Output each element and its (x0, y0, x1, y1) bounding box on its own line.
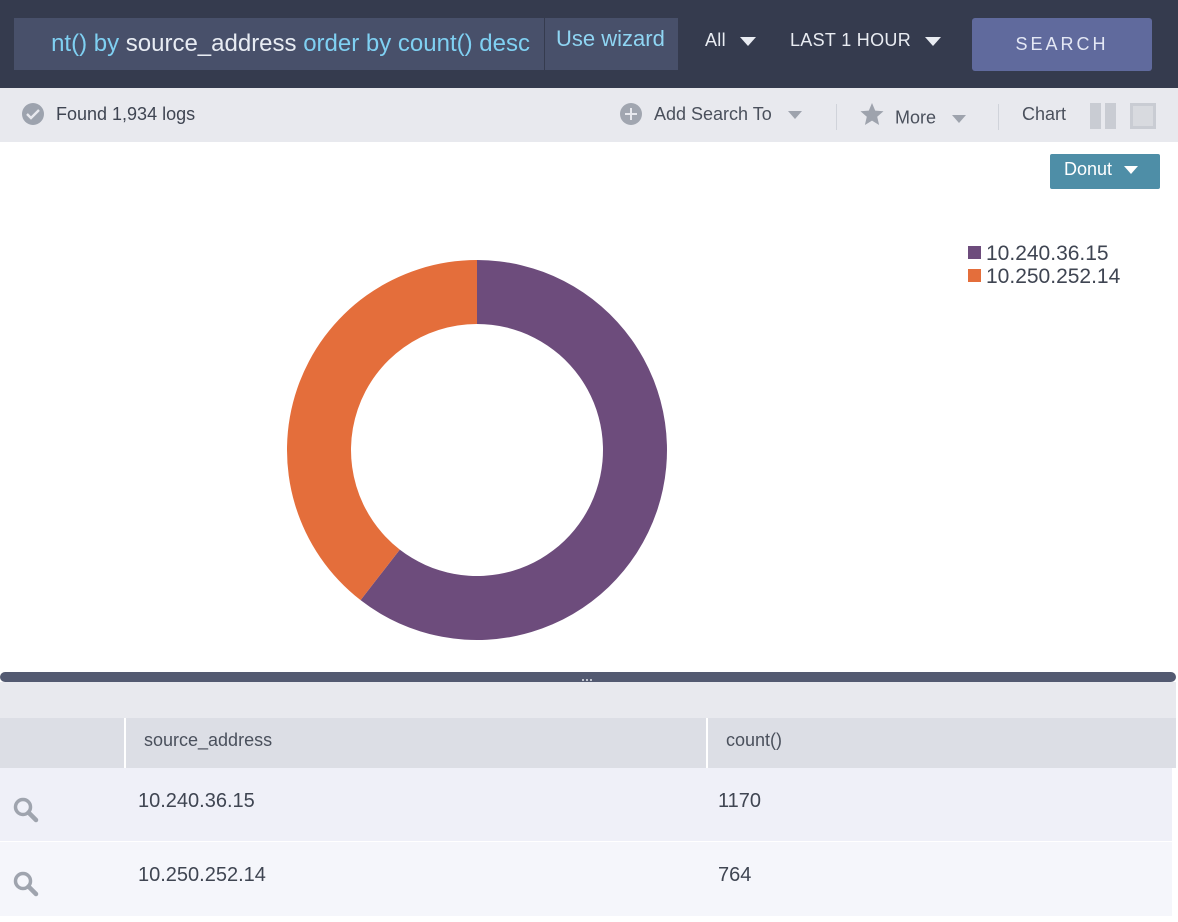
split-view-icon[interactable] (1090, 103, 1116, 129)
legend-label: 10.250.252.14 (986, 265, 1121, 288)
chevron-down-icon (925, 36, 942, 46)
query-token: order by (303, 30, 398, 57)
query-token: by (87, 30, 126, 57)
query-text: nt() by source_address order by count() … (51, 28, 530, 60)
chevron-down-icon (739, 36, 756, 46)
chart-legend: 10.240.36.15 10.250.252.14 (968, 242, 1120, 288)
legend-swatch (968, 245, 981, 259)
column-label-source-address: source_address (144, 730, 273, 750)
legend-item[interactable]: 10.240.36.15 (968, 242, 1120, 265)
time-range-label: LAST 1 HOUR (790, 30, 912, 50)
chevron-down-icon (787, 111, 802, 120)
row-divider (0, 841, 1172, 842)
search-bar: nt() by source_address order by count() … (0, 0, 1178, 88)
column-header-source-address[interactable] (126, 718, 706, 768)
chevron-down-icon (952, 114, 967, 123)
donut-slice[interactable] (287, 260, 477, 601)
query-token: count() (397, 30, 480, 57)
query-input[interactable]: nt() by source_address order by count() … (14, 18, 544, 70)
found-label: Found 1,934 logs (56, 104, 196, 124)
cell-source-address: 10.250.252.14 (138, 864, 266, 886)
add-search-to-button[interactable]: Add Search To (620, 103, 802, 126)
single-view-icon[interactable] (1130, 103, 1156, 129)
column-divider (124, 718, 126, 768)
found-count: Found 1,934 logs (22, 103, 196, 126)
query-token: desc (479, 30, 530, 57)
cell-count: 1170 (718, 790, 762, 812)
cell-count: 764 (718, 864, 752, 886)
plus-circle-icon (620, 103, 642, 126)
chart-type-dropdown[interactable]: Donut (1050, 154, 1160, 189)
query-token: source_address (125, 30, 304, 57)
donut-slice[interactable] (360, 260, 667, 640)
scope-dropdown[interactable]: All (705, 30, 756, 51)
chart-label: Chart (1022, 104, 1067, 124)
table-header-spacer (0, 718, 124, 768)
legend-swatch (968, 268, 981, 282)
chevron-down-icon (1124, 166, 1139, 175)
use-wizard-button[interactable]: Use wizard (545, 18, 678, 70)
drag-dots-icon (582, 679, 594, 681)
legend-item[interactable]: 10.250.252.14 (968, 265, 1120, 288)
time-range-dropdown[interactable]: LAST 1 HOUR (790, 30, 942, 51)
column-header-count[interactable] (708, 718, 1176, 768)
more-label: More (895, 107, 937, 128)
legend-label: 10.240.36.15 (986, 242, 1109, 265)
table-row[interactable]: 10.250.252.14 764 (0, 842, 1172, 916)
toolbar-divider (998, 104, 999, 130)
check-circle-icon (22, 103, 44, 126)
star-icon (859, 102, 885, 131)
query-token: nt() (51, 30, 88, 57)
donut-chart (287, 260, 667, 640)
search-icon[interactable] (12, 870, 40, 898)
toolbar-divider (836, 104, 837, 130)
column-divider (706, 718, 708, 768)
add-search-label: Add Search To (654, 104, 772, 124)
results-toolbar: Found 1,934 logs Add Search To More Char… (0, 88, 1178, 142)
cell-source-address: 10.240.36.15 (138, 790, 255, 812)
column-label-count: count() (726, 730, 783, 750)
table-row[interactable]: 10.240.36.15 1170 (0, 768, 1172, 842)
search-icon[interactable] (12, 796, 40, 824)
chart-type-label: Donut (1064, 159, 1113, 179)
scope-label: All (705, 30, 726, 50)
search-button[interactable]: SEARCH (972, 18, 1152, 71)
more-button[interactable]: More (859, 102, 967, 133)
